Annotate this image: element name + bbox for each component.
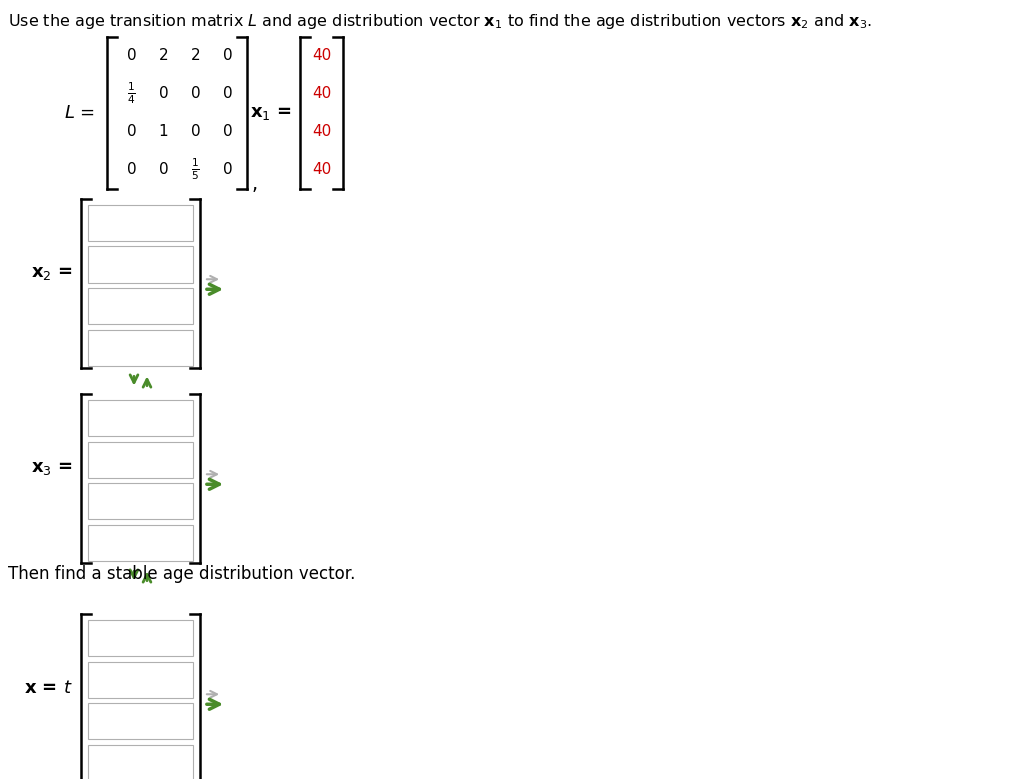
Bar: [88, 205, 193, 241]
Text: $0$: $0$: [221, 85, 232, 101]
Text: 40: 40: [312, 124, 331, 139]
Text: $0$: $0$: [158, 85, 168, 101]
Bar: [88, 620, 193, 656]
Text: 40: 40: [312, 86, 331, 100]
Text: $0$: $0$: [158, 161, 168, 177]
Text: $\mathbf{x}$ = $t$: $\mathbf{x}$ = $t$: [25, 679, 73, 697]
Bar: [88, 745, 193, 779]
Text: $\mathbf{x}_3$ =: $\mathbf{x}_3$ =: [32, 459, 73, 477]
Text: $2$: $2$: [189, 47, 200, 63]
Text: $2$: $2$: [158, 47, 168, 63]
Text: $0$: $0$: [221, 161, 232, 177]
Bar: [88, 246, 193, 283]
Bar: [88, 703, 193, 739]
Text: $0$: $0$: [126, 161, 136, 177]
Text: $\mathbf{x}_2$ =: $\mathbf{x}_2$ =: [32, 264, 73, 282]
Bar: [88, 400, 193, 436]
Text: Use the age transition matrix $L$ and age distribution vector $\mathbf{x}_1$ to : Use the age transition matrix $L$ and ag…: [8, 12, 872, 31]
Text: $0$: $0$: [221, 123, 232, 139]
Bar: [88, 661, 193, 697]
Text: $0$: $0$: [126, 47, 136, 63]
Text: ,: ,: [252, 174, 258, 193]
Text: $0$: $0$: [126, 123, 136, 139]
Bar: [88, 288, 193, 324]
Text: 40: 40: [312, 161, 331, 177]
Text: $\frac{1}{4}$: $\frac{1}{4}$: [127, 80, 135, 106]
Text: $\mathbf{x}_1$ =: $\mathbf{x}_1$ =: [250, 104, 292, 122]
Text: $\frac{1}{5}$: $\frac{1}{5}$: [190, 157, 200, 182]
Text: $1$: $1$: [158, 123, 168, 139]
Bar: [88, 524, 193, 561]
Text: $0$: $0$: [189, 85, 201, 101]
Bar: [88, 330, 193, 365]
Bar: [88, 483, 193, 519]
Text: 40: 40: [312, 48, 331, 62]
Text: $0$: $0$: [189, 123, 201, 139]
Text: $L$ =: $L$ =: [65, 104, 95, 122]
Bar: [88, 442, 193, 478]
Text: $0$: $0$: [221, 47, 232, 63]
Text: Then find a stable age distribution vector.: Then find a stable age distribution vect…: [8, 565, 355, 583]
